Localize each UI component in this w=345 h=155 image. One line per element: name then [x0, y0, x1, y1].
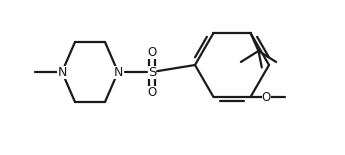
Text: N: N	[113, 66, 123, 78]
Text: N: N	[57, 66, 67, 78]
Text: O: O	[147, 46, 157, 58]
Text: O: O	[147, 86, 157, 98]
Text: O: O	[262, 91, 271, 104]
Text: S: S	[148, 66, 156, 78]
